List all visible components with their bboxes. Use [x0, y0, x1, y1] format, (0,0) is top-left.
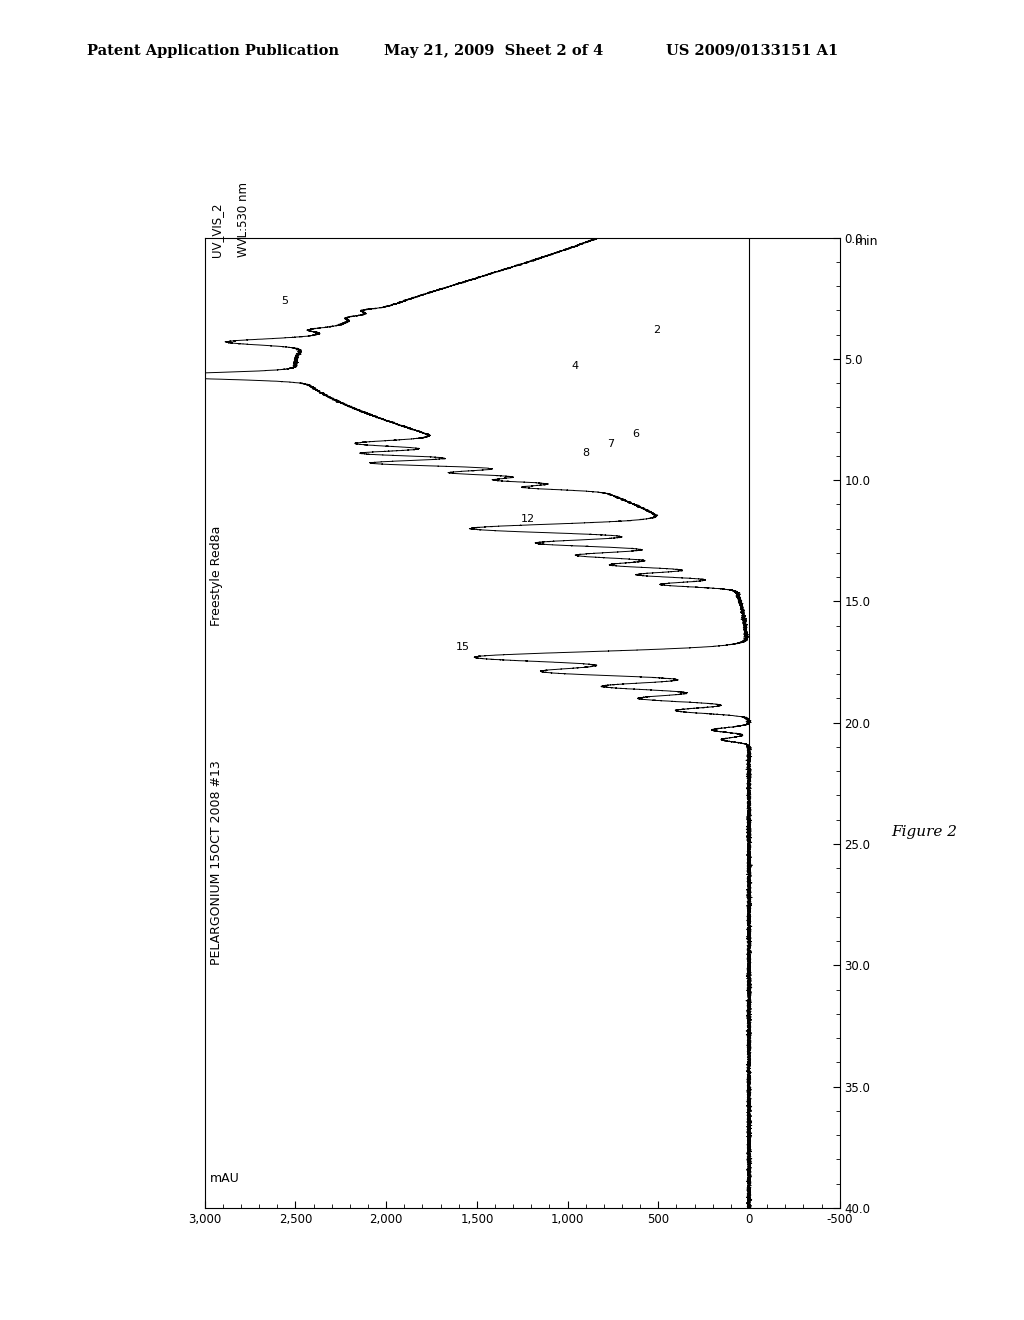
Text: Patent Application Publication: Patent Application Publication	[87, 44, 339, 58]
Text: 8: 8	[583, 449, 589, 458]
Text: WVL:530 nm: WVL:530 nm	[238, 182, 250, 257]
Text: May 21, 2009  Sheet 2 of 4: May 21, 2009 Sheet 2 of 4	[384, 44, 603, 58]
Text: 7: 7	[607, 438, 614, 449]
Text: Freestyle Red8a: Freestyle Red8a	[210, 525, 223, 626]
Text: 15: 15	[456, 643, 469, 652]
Text: UV_VIS_2: UV_VIS_2	[210, 202, 223, 257]
Text: mAU: mAU	[210, 1172, 240, 1185]
Text: 12: 12	[520, 513, 535, 524]
Text: 5: 5	[282, 296, 288, 305]
Text: PELARGONIUM 15OCT 2008 #13: PELARGONIUM 15OCT 2008 #13	[210, 760, 223, 965]
Text: 4: 4	[571, 360, 579, 371]
Text: min: min	[855, 235, 879, 248]
Text: US 2009/0133151 A1: US 2009/0133151 A1	[666, 44, 838, 58]
Text: 6: 6	[632, 429, 639, 440]
Text: Figure 2: Figure 2	[891, 825, 956, 838]
Text: 2: 2	[653, 325, 660, 335]
